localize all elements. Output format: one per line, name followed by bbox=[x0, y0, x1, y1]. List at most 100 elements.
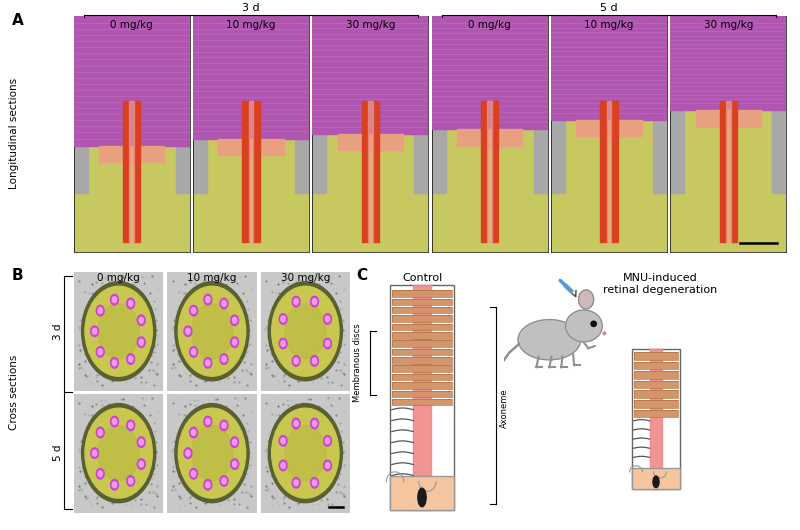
Circle shape bbox=[85, 286, 152, 376]
Bar bbox=[130, 101, 134, 242]
Circle shape bbox=[279, 314, 287, 324]
Circle shape bbox=[191, 349, 196, 355]
Circle shape bbox=[98, 349, 102, 355]
Bar bbox=[392, 399, 452, 405]
Bar bbox=[634, 391, 678, 398]
Circle shape bbox=[82, 282, 156, 381]
Circle shape bbox=[126, 298, 134, 308]
Circle shape bbox=[326, 316, 330, 322]
Bar bbox=[773, 63, 786, 193]
Circle shape bbox=[96, 427, 104, 438]
Text: 5 d: 5 d bbox=[600, 3, 618, 13]
Circle shape bbox=[82, 404, 156, 502]
Text: 3 d: 3 d bbox=[242, 3, 260, 13]
Circle shape bbox=[190, 347, 198, 357]
Bar bbox=[650, 349, 662, 489]
Text: 30 mg/kg: 30 mg/kg bbox=[346, 20, 395, 30]
Text: C: C bbox=[356, 268, 367, 282]
Circle shape bbox=[285, 426, 326, 481]
Bar bbox=[242, 101, 249, 242]
Bar bbox=[432, 16, 548, 129]
Bar bbox=[218, 138, 283, 155]
Text: 0 mg/kg: 0 mg/kg bbox=[110, 20, 153, 30]
Circle shape bbox=[281, 438, 286, 444]
Circle shape bbox=[190, 305, 198, 316]
Circle shape bbox=[326, 463, 330, 469]
Bar bbox=[295, 63, 309, 193]
Bar bbox=[392, 366, 452, 372]
Bar bbox=[193, 110, 309, 252]
Bar bbox=[392, 298, 452, 305]
Circle shape bbox=[220, 476, 228, 486]
Circle shape bbox=[126, 354, 134, 364]
Bar bbox=[611, 101, 618, 242]
Circle shape bbox=[272, 286, 339, 376]
Circle shape bbox=[206, 419, 210, 425]
Circle shape bbox=[178, 408, 246, 498]
Circle shape bbox=[98, 429, 102, 436]
Circle shape bbox=[110, 294, 118, 305]
Circle shape bbox=[603, 332, 606, 334]
Circle shape bbox=[292, 478, 300, 488]
Bar bbox=[551, 63, 565, 193]
Circle shape bbox=[92, 450, 97, 456]
Ellipse shape bbox=[518, 320, 581, 360]
Bar bbox=[726, 101, 730, 242]
Bar bbox=[74, 110, 190, 252]
Circle shape bbox=[312, 298, 317, 305]
Circle shape bbox=[281, 463, 286, 469]
Circle shape bbox=[222, 301, 226, 306]
Circle shape bbox=[312, 420, 317, 427]
Circle shape bbox=[190, 427, 198, 438]
Circle shape bbox=[232, 439, 237, 445]
Circle shape bbox=[186, 328, 190, 334]
Text: Membranous discs: Membranous discs bbox=[353, 324, 362, 402]
Circle shape bbox=[310, 478, 318, 488]
Bar bbox=[670, 16, 786, 110]
Circle shape bbox=[129, 301, 133, 306]
Bar bbox=[176, 63, 190, 193]
Circle shape bbox=[279, 338, 287, 349]
Circle shape bbox=[126, 420, 134, 430]
Circle shape bbox=[90, 326, 98, 337]
Circle shape bbox=[294, 298, 298, 305]
Circle shape bbox=[285, 304, 326, 359]
Bar bbox=[368, 101, 373, 242]
Bar bbox=[414, 285, 430, 510]
Circle shape bbox=[324, 314, 331, 324]
Bar bbox=[123, 101, 130, 242]
Circle shape bbox=[418, 488, 426, 507]
Bar bbox=[634, 361, 678, 369]
Bar bbox=[392, 357, 452, 364]
Bar bbox=[312, 110, 429, 252]
Bar bbox=[392, 324, 452, 330]
Bar bbox=[720, 101, 726, 242]
Circle shape bbox=[112, 419, 117, 425]
Bar bbox=[312, 16, 429, 134]
Circle shape bbox=[204, 416, 212, 427]
Bar bbox=[432, 110, 548, 252]
Circle shape bbox=[292, 356, 300, 366]
Text: 10 mg/kg: 10 mg/kg bbox=[187, 273, 237, 283]
Bar bbox=[193, 16, 309, 138]
Circle shape bbox=[138, 437, 146, 447]
Circle shape bbox=[98, 307, 102, 314]
Circle shape bbox=[184, 326, 192, 337]
Circle shape bbox=[139, 461, 143, 467]
Circle shape bbox=[92, 328, 97, 334]
Circle shape bbox=[175, 282, 249, 381]
Bar bbox=[392, 290, 452, 297]
Bar bbox=[193, 63, 207, 193]
Text: 10 mg/kg: 10 mg/kg bbox=[584, 20, 634, 30]
Circle shape bbox=[294, 480, 298, 486]
Circle shape bbox=[220, 420, 228, 430]
Text: B: B bbox=[12, 268, 24, 282]
FancyBboxPatch shape bbox=[632, 349, 680, 489]
Circle shape bbox=[96, 305, 104, 316]
Text: 30 mg/kg: 30 mg/kg bbox=[704, 20, 753, 30]
Circle shape bbox=[175, 404, 249, 502]
Circle shape bbox=[206, 360, 210, 366]
Circle shape bbox=[191, 307, 196, 314]
Circle shape bbox=[112, 360, 117, 366]
Circle shape bbox=[292, 296, 300, 307]
